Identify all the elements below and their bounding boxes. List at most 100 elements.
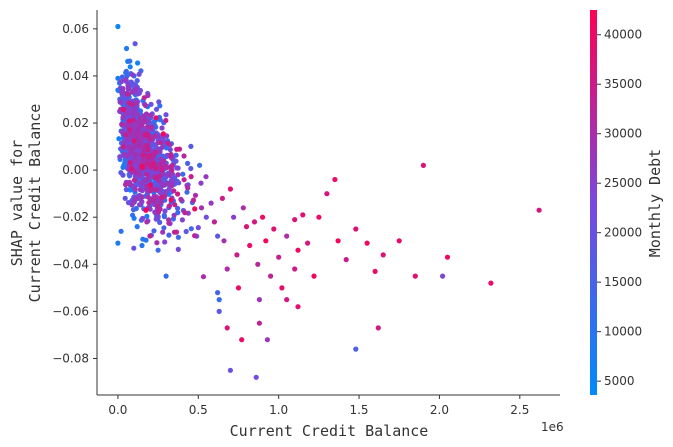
data-point xyxy=(130,72,136,78)
data-point xyxy=(256,297,262,303)
data-point xyxy=(215,290,221,296)
colorbar-ticks: 5000 10000 15000 20000 25000 30000 35000 40000 xyxy=(597,28,642,388)
data-point xyxy=(158,194,164,200)
data-point xyxy=(251,219,258,225)
data-point xyxy=(198,205,205,211)
data-point xyxy=(185,185,191,191)
data-point xyxy=(163,273,169,279)
data-point xyxy=(146,200,152,206)
data-point xyxy=(235,285,242,291)
data-point xyxy=(284,233,290,239)
data-point xyxy=(179,217,185,223)
data-point xyxy=(132,41,138,47)
data-point xyxy=(216,297,222,303)
y-tick-label: −0.08 xyxy=(52,352,89,366)
data-point xyxy=(175,172,181,178)
data-point xyxy=(243,224,250,230)
data-point xyxy=(188,143,194,149)
colorbar-tick-label: 35000 xyxy=(604,77,642,91)
data-point xyxy=(153,175,159,181)
data-point xyxy=(144,142,150,148)
axes-layer: 0.0 0.5 1.0 1.5 2.0 2.5 0.06 0.04 0.02 0.00 −0.02 −… xyxy=(52,10,560,417)
data-point xyxy=(132,169,138,175)
data-point xyxy=(139,164,145,170)
data-point xyxy=(134,91,140,97)
data-point xyxy=(146,153,152,159)
data-point xyxy=(295,247,301,253)
data-point xyxy=(134,224,140,230)
data-point xyxy=(151,161,157,167)
data-point xyxy=(420,162,426,168)
data-point xyxy=(165,180,171,186)
data-point xyxy=(166,171,172,178)
y-axis-label-line2: Current Credit Balance xyxy=(26,104,44,303)
data-point xyxy=(200,274,207,280)
data-point xyxy=(116,136,122,142)
data-point xyxy=(120,86,126,92)
data-point xyxy=(239,337,245,343)
data-point xyxy=(121,140,127,146)
data-point xyxy=(137,108,144,114)
data-point xyxy=(131,143,138,149)
data-point xyxy=(375,325,381,331)
data-point xyxy=(127,64,133,70)
x-tick-label: 0.0 xyxy=(108,403,127,417)
data-point xyxy=(136,171,142,177)
y-tick-label: −0.06 xyxy=(52,304,89,318)
data-point xyxy=(181,153,187,159)
y-tick-label: 0.00 xyxy=(62,163,89,177)
data-point xyxy=(211,219,217,225)
data-point xyxy=(123,45,130,52)
colorbar xyxy=(590,10,597,395)
data-point xyxy=(135,119,141,125)
data-point xyxy=(256,320,262,326)
data-point xyxy=(123,132,129,138)
data-point xyxy=(130,212,136,218)
data-point xyxy=(127,58,133,64)
data-point xyxy=(127,160,133,166)
data-point xyxy=(131,245,137,251)
x-tick-label: 2.5 xyxy=(510,403,529,417)
data-point xyxy=(173,158,179,164)
data-point xyxy=(195,225,201,231)
data-point xyxy=(142,118,148,124)
data-point xyxy=(162,208,168,214)
data-point xyxy=(144,171,150,177)
data-point xyxy=(141,95,147,101)
data-point xyxy=(126,122,132,129)
y-axis-label-line1: SHAP value for xyxy=(8,140,26,266)
data-point xyxy=(169,163,175,169)
data-point xyxy=(162,239,168,245)
data-point xyxy=(133,99,139,106)
data-point xyxy=(260,214,266,220)
data-point xyxy=(221,238,227,244)
data-point xyxy=(144,124,151,130)
data-point xyxy=(227,367,233,373)
data-point xyxy=(123,68,129,74)
data-point xyxy=(163,117,169,124)
data-point xyxy=(134,130,140,136)
data-point xyxy=(155,247,161,253)
data-point xyxy=(224,266,230,272)
data-point xyxy=(292,217,298,223)
data-point xyxy=(126,144,132,150)
x-tick-label: 1.0 xyxy=(269,403,288,417)
x-tick-label: 0.5 xyxy=(189,403,208,417)
data-point xyxy=(292,266,298,272)
data-point xyxy=(169,167,175,173)
data-point xyxy=(151,228,157,234)
data-point xyxy=(148,101,154,107)
data-point xyxy=(153,165,159,171)
data-point xyxy=(115,75,121,81)
data-point xyxy=(159,167,165,173)
y-tick-label: 0.06 xyxy=(62,22,89,36)
data-point xyxy=(263,238,269,244)
data-point xyxy=(172,202,178,208)
data-point xyxy=(173,152,179,158)
data-point xyxy=(343,257,349,263)
data-point xyxy=(166,232,172,238)
data-point xyxy=(444,254,451,260)
data-point xyxy=(115,23,121,30)
data-point xyxy=(132,186,138,192)
